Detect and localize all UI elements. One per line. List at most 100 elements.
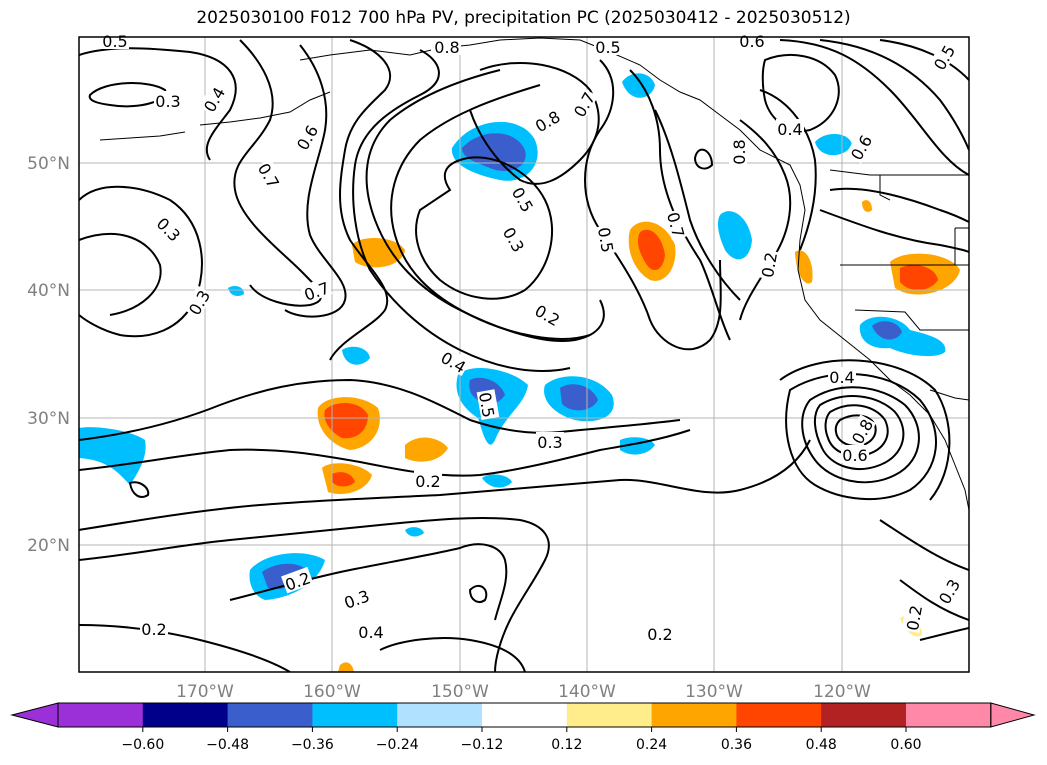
- colorbar-tick-label: −0.24: [376, 737, 419, 753]
- precip-blob: [560, 384, 598, 411]
- colorbar-segment: [397, 703, 483, 727]
- precip-blob: [795, 250, 813, 284]
- contour-label-bg: [153, 212, 186, 245]
- contour-label-bg: [508, 182, 539, 216]
- lon-tick-label: 160°W: [303, 682, 361, 702]
- map-frame: [78, 36, 970, 673]
- contour-label-bg: [281, 566, 314, 594]
- contour-label-bg: [140, 619, 168, 637]
- colorbar-tick-label: −0.36: [291, 737, 334, 753]
- lat-tick-label: 50°N: [27, 154, 70, 174]
- precip-blob: [338, 662, 354, 672]
- contour-label-bg: [414, 471, 442, 489]
- contour-label-bg: [254, 158, 285, 192]
- precip-blob: [862, 200, 872, 212]
- contour-label: 0.2: [758, 251, 781, 279]
- lat-tick-label: 40°N: [27, 281, 70, 301]
- precip-blob: [405, 437, 448, 462]
- contour-label-bg: [568, 87, 599, 121]
- colorbar-tick-label: −0.60: [121, 737, 164, 753]
- contour-label: 0.5: [595, 38, 620, 57]
- contour-label: 0.3: [155, 92, 180, 111]
- colorbar-frame: [57, 702, 992, 728]
- contour-label-bg: [300, 276, 333, 304]
- contour-label-bg: [841, 445, 869, 463]
- lon-tick-label: 140°W: [558, 682, 616, 702]
- contour-label: 0.5: [102, 32, 127, 51]
- contour-label: 0.3: [537, 433, 562, 452]
- contour-label: 0.5: [594, 226, 617, 254]
- colorbar-tick-label: 0.60: [890, 737, 921, 753]
- contour-label-bg: [437, 346, 471, 377]
- precip-blob: [342, 346, 370, 365]
- colorbar-tick-label: −0.12: [461, 737, 504, 753]
- contour-label-bg: [340, 584, 373, 612]
- contour-label-bg: [756, 249, 780, 281]
- map-plot-area: [79, 37, 969, 672]
- lat-tick-label: 30°N: [27, 409, 70, 429]
- colorbar-tick-label: 0.36: [721, 737, 752, 753]
- colorbar-segment: [821, 703, 907, 727]
- colorbar-segment: [651, 703, 737, 727]
- precip-blob: [228, 286, 244, 296]
- contour-label-bg: [928, 40, 959, 74]
- lat-tick-labels: 50°N 40°N 30°N 20°N: [27, 154, 70, 556]
- contour-label: 0.2: [141, 620, 166, 639]
- contour-label-bg: [154, 91, 182, 109]
- colorbar-segment: [482, 703, 568, 727]
- contour-label: 0.8: [434, 38, 459, 57]
- contour-label-bg: [536, 432, 564, 450]
- precip-blob: [717, 211, 752, 260]
- colorbar-segment: [906, 703, 992, 727]
- precip-blob: [462, 133, 526, 171]
- contour-label-bg: [828, 367, 856, 385]
- contour-label: 0.4: [829, 368, 854, 387]
- colorbar-tick-label: 0.48: [806, 737, 837, 753]
- contour-label-bg: [531, 299, 565, 330]
- chart-title: 2025030100 F012 700 hPa PV, precipitatio…: [196, 8, 851, 28]
- contour-label: 0.4: [358, 623, 383, 642]
- colorbar-extend-low: [10, 702, 59, 728]
- precip-blob: [405, 527, 424, 537]
- contour-label: 0.2: [903, 604, 926, 632]
- contour-label: 0.5: [475, 391, 498, 419]
- contour-label-bg: [291, 120, 322, 154]
- precip-blob: [900, 265, 938, 291]
- pv-contours: [79, 39, 969, 672]
- contour-label-bg: [101, 31, 129, 49]
- contour-label-bg: [499, 222, 530, 256]
- lon-tick-label: 120°W: [813, 682, 871, 702]
- contour-label-bg: [933, 574, 964, 608]
- contour-label-bg: [846, 414, 877, 448]
- lon-tick-label: 170°W: [176, 682, 234, 702]
- colorbar-segment: [227, 703, 313, 727]
- precip-blob: [482, 474, 512, 488]
- contour-label-bg: [357, 622, 385, 640]
- precip-shading: [79, 73, 960, 672]
- colorbar-segment: [142, 703, 229, 727]
- precip-blob: [79, 427, 146, 485]
- lat-tick-label: 20°N: [27, 536, 70, 556]
- contour-label: 0.2: [647, 625, 672, 644]
- colorbar: −0.60 −0.48 −0.36 −0.24 −0.12 0.12 0.24 0.36 0.4…: [10, 702, 1036, 753]
- contour-label: 0.6: [842, 446, 867, 465]
- contour-label-bg: [595, 224, 619, 256]
- contour-label-bg: [594, 37, 622, 55]
- colorbar-extend-high: [990, 702, 1036, 728]
- contour-label-bg: [198, 82, 229, 116]
- contour-label-bg: [901, 602, 925, 634]
- contour-label: 0.8: [730, 139, 749, 164]
- contour-label-bg: [776, 119, 804, 137]
- colorbar-segment: [58, 703, 144, 727]
- contour-label: 0.4: [777, 120, 802, 139]
- contour-label-bg: [664, 208, 690, 241]
- colorbar-segment: [736, 703, 822, 727]
- colorbar-segment: [312, 703, 398, 727]
- colorbar-segment: [566, 703, 653, 727]
- contour-label-bg: [183, 285, 214, 319]
- lon-tick-label: 130°W: [685, 682, 743, 702]
- contour-label: 0.6: [739, 32, 764, 51]
- lon-tick-label: 150°W: [431, 682, 489, 702]
- precip-blob: [872, 321, 902, 340]
